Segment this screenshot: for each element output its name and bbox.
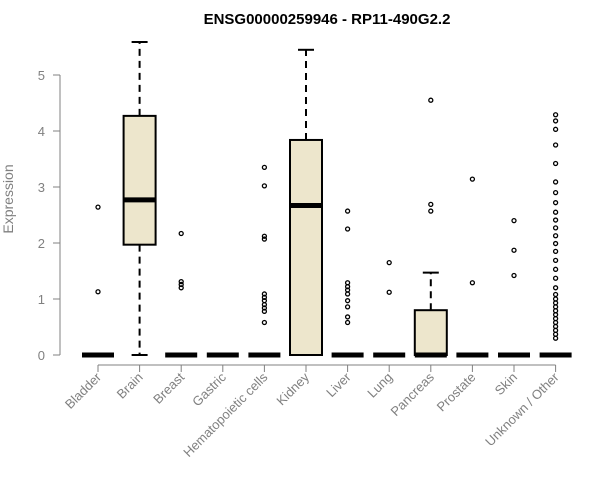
outlier-point [552,126,559,132]
outlier-point [552,257,559,264]
box-hematopoietic-cells [248,164,281,358]
outlier-point [386,259,392,266]
outlier-point [552,275,559,281]
outlier-point [469,176,476,182]
outlier-point [95,289,101,295]
outlier-point [261,319,268,326]
outlier-point [511,217,517,224]
box-breast [165,230,198,358]
outlier-point [552,233,559,239]
y-tick-label: 2 [38,236,45,251]
box-body [289,138,323,356]
outlier-point [552,179,559,185]
outlier-point [261,164,268,171]
x-tick-label: Gastric [189,369,229,409]
outlier-point [344,280,351,286]
outlier-point [344,208,351,214]
outlier-point [178,281,184,288]
outlier-point [344,226,351,232]
box-lung [373,259,406,358]
outlier-point [386,289,392,295]
x-tick-label: Kidney [273,369,312,408]
outlier-point [552,142,559,148]
outlier-point [552,112,559,118]
y-tick-label: 1 [38,292,45,307]
outlier-point [552,291,559,298]
x-tick-label: Breast [150,369,187,406]
outlier-point [552,160,559,167]
box-bladder [82,204,114,358]
outlier-point [552,200,559,206]
box-brain [122,40,157,356]
box-unknown-other [539,112,572,358]
outlier-point [511,272,517,279]
y-tick-label: 0 [38,348,45,363]
axes: 0 1 2 3 4 5 [38,68,557,372]
y-axis-label: Expression [0,164,16,233]
box-pancreas [413,97,448,358]
outlier-point [552,240,559,247]
box-body [122,114,157,246]
x-tick-label: Brain [114,370,146,402]
outlier-point [428,201,434,208]
outlier-point [511,247,517,253]
outlier-point [552,189,559,196]
x-tick-label: Bladder [62,369,105,412]
outlier-point [428,97,434,103]
outlier-point [178,230,184,237]
outlier-point [344,314,351,320]
outlier-point [344,298,351,304]
box-kidney [289,48,323,356]
outlier-point [552,118,559,124]
outlier-point [552,217,559,223]
outlier-point [552,296,559,302]
outlier-point [344,304,351,310]
outlier-point [552,266,559,272]
x-tick-label: Liver [323,369,354,400]
y-tick-label: 5 [38,68,45,83]
outlier-point [552,285,559,291]
plot-area [82,40,572,358]
x-tick-label: Lung [364,370,395,401]
outlier-point [261,291,268,297]
outlier-point [261,183,268,189]
outlier-point [95,204,101,210]
box-prostate [456,176,489,358]
outlier-point [261,233,268,239]
outlier-point [552,209,559,215]
outlier-point [469,280,476,286]
outlier-point [344,319,351,326]
box-skin [498,217,530,358]
x-tick-label: Unknown / Other [482,369,562,449]
outlier-point [428,208,434,214]
box-body [413,309,448,357]
x-tick-label: Pancreas [387,369,437,419]
outlier-point [552,248,559,255]
y-tick-label: 3 [38,180,45,195]
outlier-point [552,225,559,231]
outlier-point [261,236,268,242]
outlier-point [178,278,184,285]
chart-title: ENSG00000259946 - RP11-490G2.2 [204,11,451,28]
x-tick-label: Prostate [434,370,479,415]
box-liver [331,208,364,358]
y-tick-label: 4 [38,124,45,139]
x-tick-label: Skin [492,370,520,398]
